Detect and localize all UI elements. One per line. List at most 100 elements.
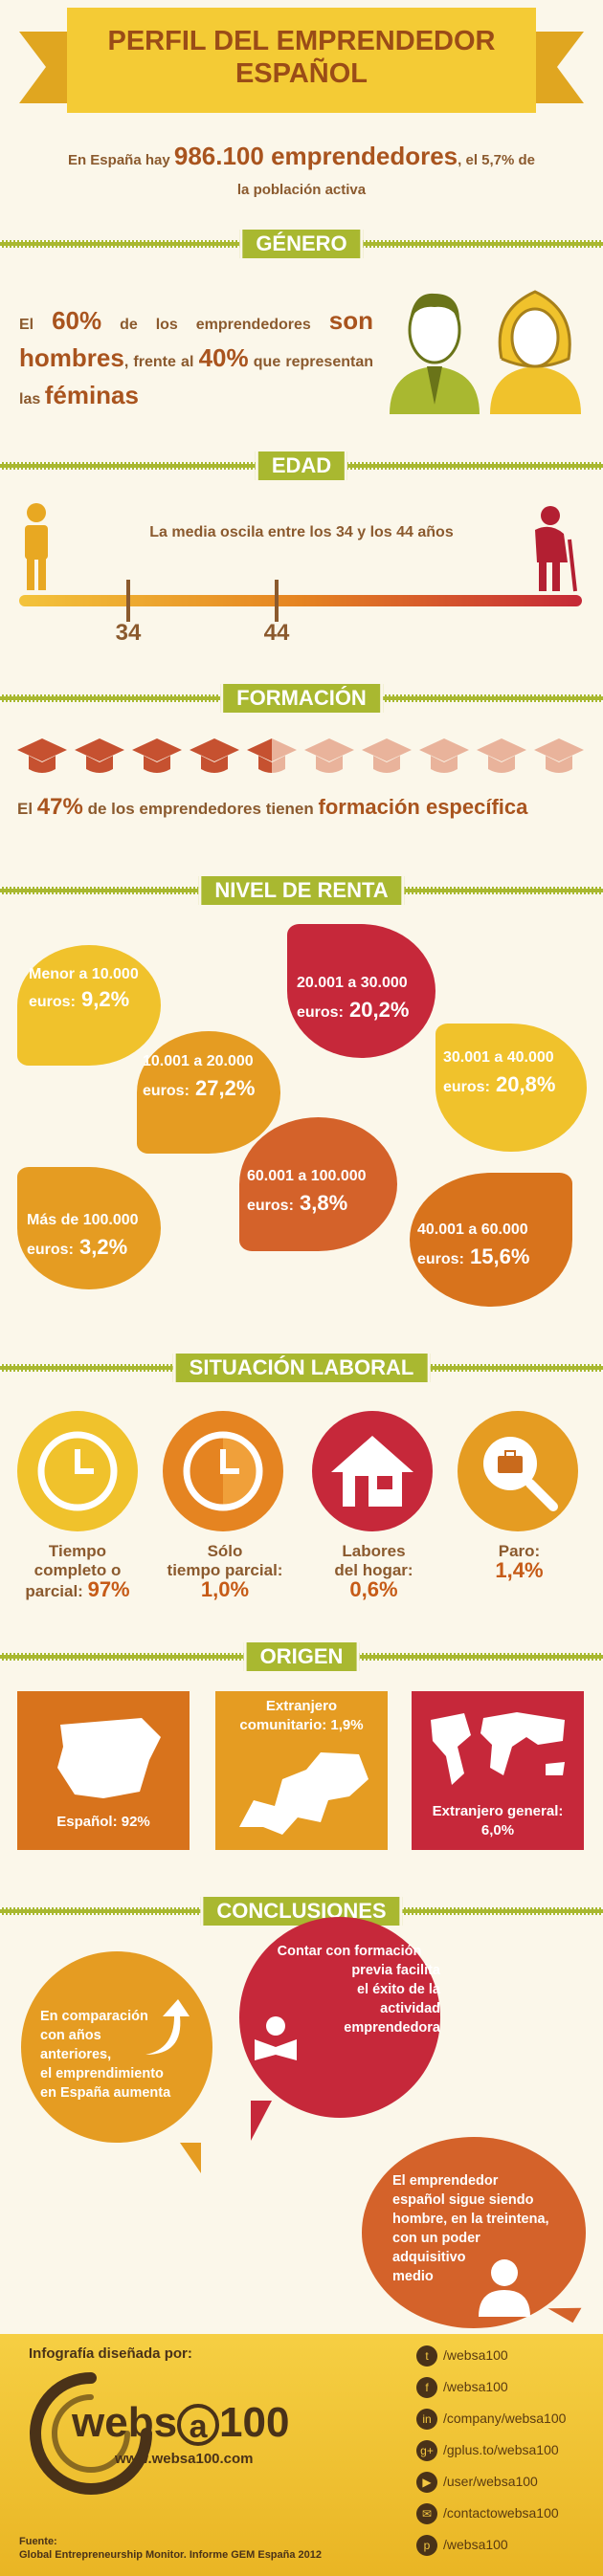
renta-label: 60.001 a 100.000 bbox=[247, 1168, 367, 1184]
formacion-pct: 47% bbox=[36, 794, 83, 820]
intro-pre: En España hay bbox=[67, 152, 170, 168]
social-link[interactable]: in/company/websa100 bbox=[416, 2407, 566, 2433]
laboral-label: Tiempo bbox=[48, 1542, 107, 1560]
genero-pct-men: 60% bbox=[52, 306, 102, 335]
job-search-icon bbox=[458, 1411, 578, 1531]
section-title: SITUACIÓN LABORAL bbox=[172, 1354, 431, 1382]
facebook-icon: f bbox=[416, 2377, 437, 2399]
graduation-cap-icon bbox=[304, 738, 354, 773]
conclusion-line: el éxito de la bbox=[356, 1982, 440, 1997]
origen-comunitario: Extranjero comunitario: 1,9% bbox=[215, 1691, 388, 1850]
twitter-icon: t bbox=[416, 2345, 437, 2367]
header-banner: PERFIL DEL EMPRENDEDOR ESPAÑOL bbox=[19, 8, 584, 121]
source-label: Fuente: bbox=[19, 2536, 57, 2547]
conclusion-line: El emprendedor bbox=[392, 2173, 499, 2189]
social-link[interactable]: g+ /gplus.to/websa100 bbox=[416, 2438, 559, 2465]
section-title: EDAD bbox=[255, 451, 348, 480]
social-link-text: /contactowebsa100 bbox=[443, 2505, 559, 2521]
source-text: Global Entrepreneurship Monitor. Informe… bbox=[19, 2549, 323, 2561]
renta-bubble-5: 60.001 a 100.000 euros: 3,8% bbox=[239, 1117, 397, 1251]
logo-text-webs: webs bbox=[72, 2399, 178, 2446]
logo-url[interactable]: www.websa100.com bbox=[115, 2451, 254, 2467]
social-link[interactable]: p/websa100 bbox=[416, 2533, 508, 2560]
renta-label2: euros: bbox=[443, 1079, 490, 1095]
section-renta: NIVEL DE RENTA bbox=[0, 876, 603, 905]
renta-label: 10.001 a 20.000 bbox=[143, 1053, 254, 1069]
conclusion-bubble-3 bbox=[362, 2137, 586, 2328]
renta-label: 40.001 a 60.000 bbox=[417, 1222, 528, 1238]
renta-label2: euros: bbox=[297, 1004, 344, 1021]
conclusion-line: emprendedora bbox=[344, 2020, 440, 2036]
renta-bubble-2: 10.001 a 20.000 euros: 27,2% bbox=[137, 1031, 280, 1154]
graduation-cap-icon bbox=[132, 738, 182, 773]
genero-text-5: hombres bbox=[19, 343, 124, 372]
laboral-label: completo o bbox=[34, 1561, 122, 1579]
intro-text: En España hay 986.100 emprendedores, el … bbox=[0, 142, 603, 171]
social-link[interactable]: ✉ /contactowebsa100 bbox=[416, 2501, 559, 2528]
conclusion-line: medio bbox=[392, 2269, 434, 2284]
conclusion-text-2: Contar con formación previa facilita el … bbox=[258, 1942, 440, 2037]
conclusion-line: anteriores, bbox=[40, 2047, 112, 2062]
renta-label: 20.001 a 30.000 bbox=[297, 975, 408, 991]
renta-label: 30.001 a 40.000 bbox=[443, 1049, 554, 1066]
origen-general: Extranjero general: 6,0% bbox=[412, 1691, 584, 1850]
conclusion-line: con años bbox=[40, 2028, 101, 2043]
formacion-text: El 47% de los emprendedores tienen forma… bbox=[17, 794, 592, 821]
section-origen: ORIGEN bbox=[0, 1642, 603, 1671]
man-woman-icon bbox=[390, 290, 581, 414]
renta-label: Más de 100.000 bbox=[27, 1212, 139, 1228]
section-edad: EDAD bbox=[0, 451, 603, 480]
laboral-label: Paro: bbox=[498, 1542, 541, 1560]
social-link-text: /user/websa100 bbox=[443, 2474, 538, 2489]
clock-full-icon bbox=[17, 1411, 138, 1531]
social-link[interactable]: ▶ /user/websa100 bbox=[416, 2470, 538, 2497]
footer bbox=[0, 2334, 603, 2576]
genero-text-8: que bbox=[253, 354, 281, 370]
graduation-caps bbox=[17, 737, 592, 780]
conclusion-text-1: En comparación con años anteriores, el e… bbox=[40, 2007, 193, 2103]
logo-text-a: a bbox=[177, 2404, 220, 2447]
renta-bubble-1: 20.001 a 30.000 euros: 20,2% bbox=[287, 924, 436, 1058]
conclusion-bubble-1 bbox=[21, 1951, 212, 2143]
age-tick-34 bbox=[126, 580, 130, 622]
page-title-line2: ESPAÑOL bbox=[234, 58, 368, 89]
conclusion-line: Contar con formación bbox=[277, 1944, 422, 1959]
formacion-text-3: de los emprendedores tienen bbox=[87, 800, 314, 818]
clock-half-icon bbox=[163, 1411, 283, 1531]
graduation-cap-icon bbox=[190, 738, 239, 773]
laboral-value: 1,4% bbox=[495, 1558, 544, 1582]
page-title-line1: PERFIL DEL EMPRENDEDOR bbox=[107, 26, 496, 56]
laboral-2: Labores del hogar: 0,6% bbox=[304, 1542, 443, 1600]
laboral-label: Labores bbox=[342, 1542, 406, 1560]
social-link-text: /websa100 bbox=[443, 2347, 508, 2363]
laboral-label: parcial: bbox=[25, 1582, 83, 1600]
graduation-cap-icon bbox=[362, 738, 412, 773]
renta-label2: euros: bbox=[27, 1242, 74, 1258]
section-laboral: SITUACIÓN LABORAL bbox=[0, 1354, 603, 1382]
renta-value: 15,6% bbox=[470, 1244, 530, 1268]
social-link[interactable]: t/websa100 bbox=[416, 2344, 508, 2370]
laboral-3: Paro: 1,4% bbox=[450, 1542, 589, 1582]
section-title: GÉNERO bbox=[239, 230, 364, 258]
origen-general-label1: Extranjero general: bbox=[432, 1803, 564, 1819]
social-link[interactable]: f/websa100 bbox=[416, 2375, 508, 2402]
renta-label2: euros: bbox=[143, 1083, 190, 1099]
graduation-cap-icon bbox=[17, 738, 67, 773]
intro-number: 986.100 emprendedores bbox=[173, 142, 458, 170]
laboral-label: tiempo parcial: bbox=[167, 1561, 283, 1579]
renta-bubble-0: Menor a 10.000 euros: 9,2% bbox=[17, 945, 161, 1066]
section-title: NIVEL DE RENTA bbox=[198, 876, 405, 905]
renta-value: 20,8% bbox=[496, 1072, 556, 1096]
social-link-text: /websa100 bbox=[443, 2379, 508, 2394]
intro-text-line2: la población activa bbox=[236, 182, 367, 198]
renta-label: Menor a 10.000 bbox=[29, 966, 139, 982]
genero-pct-women: 40% bbox=[198, 343, 249, 372]
conclusion-line: hombre, en la treintena, bbox=[392, 2212, 549, 2227]
formacion-text-4: formación específica bbox=[318, 795, 528, 819]
origen-comunitario-label1: Extranjero bbox=[265, 1698, 338, 1714]
laboral-value: 1,0% bbox=[200, 1577, 250, 1601]
genero-text-10: féminas bbox=[44, 381, 139, 409]
conclusion-tail-2 bbox=[251, 2101, 272, 2141]
tuenti-icon: ✉ bbox=[416, 2503, 437, 2525]
renta-bubble-6: 40.001 a 60.000 euros: 15,6% bbox=[410, 1173, 572, 1307]
